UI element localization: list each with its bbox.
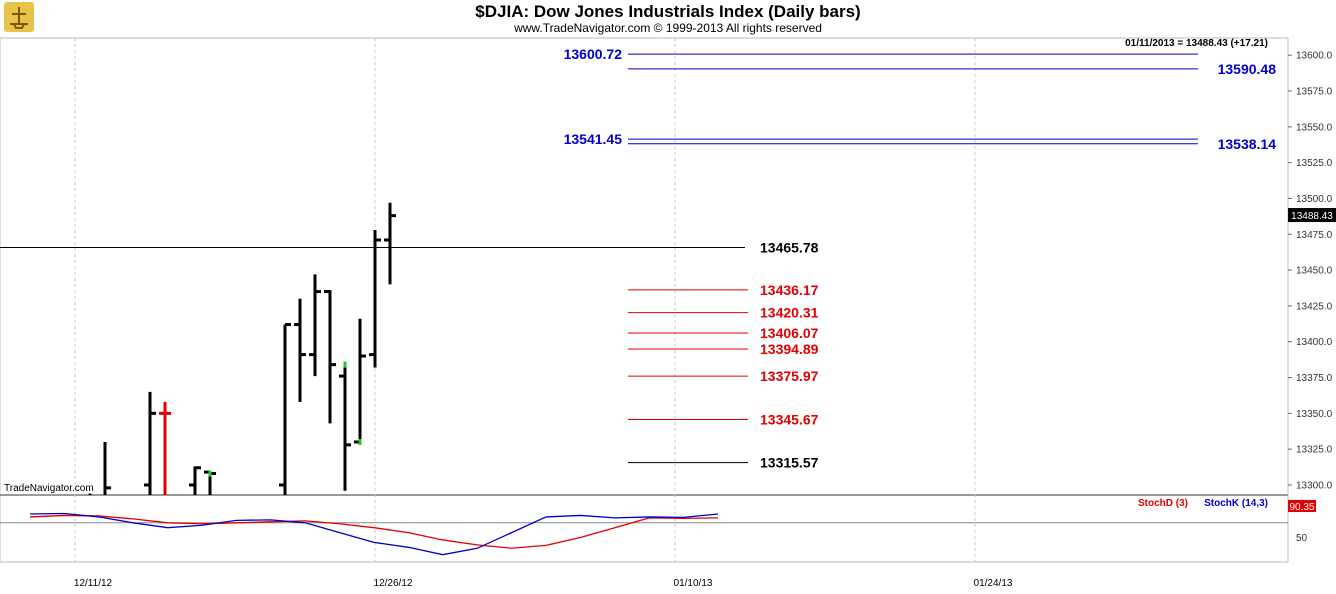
- level-label: 13600.72: [564, 46, 623, 62]
- stoch-last-label: 90.35: [1289, 502, 1314, 513]
- stochastic-panel: [0, 494, 1289, 563]
- x-tick-label: 01/10/13: [674, 578, 713, 589]
- last-price-box: [1288, 208, 1336, 223]
- y-tick-label: 13600.0: [1296, 51, 1333, 62]
- y-tick-label: 13525.0: [1296, 158, 1333, 169]
- level-label: 13345.67: [760, 412, 819, 428]
- level-label: 13436.17: [760, 282, 819, 298]
- y-tick-label: 13475.0: [1296, 230, 1333, 241]
- x-tick-label: 01/24/13: [974, 578, 1013, 589]
- y-tick-label: 13550.0: [1296, 122, 1333, 133]
- level-label: 13394.89: [760, 341, 819, 357]
- trade-navigator-logo: [4, 2, 34, 32]
- title-bar: $DJIA: Dow Jones Industrials Index (Dail…: [0, 0, 1336, 38]
- info-readout: 01/11/2013 = 13488.43 (+17.21): [1125, 38, 1268, 49]
- last-price-label: 13488.43: [1291, 211, 1333, 222]
- watermark-text: TradeNavigator.com: [4, 483, 94, 494]
- chart-title: $DJIA: Dow Jones Industrials Index (Dail…: [475, 2, 861, 21]
- level-label: 13541.45: [564, 131, 623, 147]
- price-panel: [0, 37, 1289, 496]
- stoch-tick-label: 50: [1296, 533, 1308, 544]
- stochd-legend: StochD (3): [1138, 498, 1188, 509]
- y-tick-label: 13500.0: [1296, 194, 1333, 205]
- y-tick-label: 13325.0: [1296, 445, 1333, 456]
- level-label: 13538.14: [1218, 136, 1277, 152]
- level-label: 13315.57: [760, 455, 819, 471]
- level-label: 13590.48: [1218, 61, 1277, 77]
- chart-subtitle: www.TradeNavigator.com © 1999-2013 All r…: [514, 21, 822, 35]
- y-tick-label: 13450.0: [1296, 266, 1333, 277]
- y-tick-label: 13425.0: [1296, 301, 1333, 312]
- y-tick-label: 13575.0: [1296, 87, 1333, 98]
- level-label: 13420.31: [760, 305, 819, 321]
- stoch-last-box: [1288, 500, 1316, 512]
- y-tick-label: 13300.0: [1296, 480, 1333, 491]
- x-tick-label: 12/11/12: [74, 578, 113, 589]
- y-tick-label: 13350.0: [1296, 409, 1333, 420]
- level-label: 13375.97: [760, 368, 819, 384]
- stochd-line: [29, 514, 719, 549]
- y-tick-label: 13400.0: [1296, 337, 1333, 348]
- stochk-legend: StochK (14,3): [1204, 498, 1268, 509]
- stochk-line: [29, 512, 719, 556]
- x-tick-label: 12/26/12: [374, 578, 413, 589]
- y-tick-label: 13375.0: [1296, 373, 1333, 384]
- level-label: 13406.07: [760, 325, 819, 341]
- level-label: 13465.78: [760, 239, 819, 255]
